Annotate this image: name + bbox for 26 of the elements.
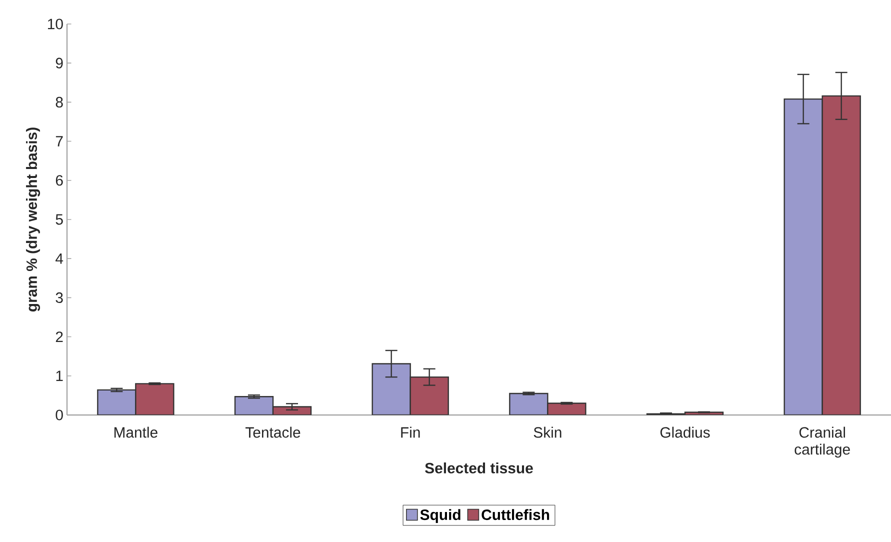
x-tick-label: Tentacle bbox=[246, 426, 300, 438]
y-axis-title: gram % (dry weight basis) bbox=[26, 128, 40, 312]
bar bbox=[97, 389, 136, 415]
y-tick-label: 6 bbox=[56, 175, 63, 186]
x-tick-label: Cranial cartilage bbox=[794, 426, 850, 458]
y-tick-label: 9 bbox=[56, 58, 63, 68]
y-tick-label: 5 bbox=[56, 214, 63, 225]
y-tick-label: 7 bbox=[56, 136, 63, 146]
x-tick-label: Gladius bbox=[660, 426, 710, 438]
y-tick-label: 8 bbox=[56, 96, 63, 108]
y-tick-label: 2 bbox=[56, 332, 63, 342]
y-tick-label: 1 bbox=[56, 370, 63, 382]
bar bbox=[234, 396, 274, 415]
legend-label: Cuttlefish bbox=[482, 509, 550, 520]
y-tick-label: 10 bbox=[48, 18, 63, 30]
bar bbox=[784, 98, 823, 415]
x-tick-label: Fin bbox=[401, 426, 420, 438]
y-tick-label: 0 bbox=[56, 410, 63, 420]
y-tick-label: 3 bbox=[56, 292, 63, 303]
x-axis-title: Selected tissue bbox=[425, 462, 533, 474]
bar bbox=[372, 363, 411, 415]
legend-label: Squid bbox=[420, 509, 460, 524]
bar bbox=[509, 392, 548, 415]
x-tick-label: Mantle bbox=[114, 426, 158, 438]
y-tick-label: 4 bbox=[56, 253, 64, 264]
x-tick-label: Skin bbox=[534, 426, 562, 438]
